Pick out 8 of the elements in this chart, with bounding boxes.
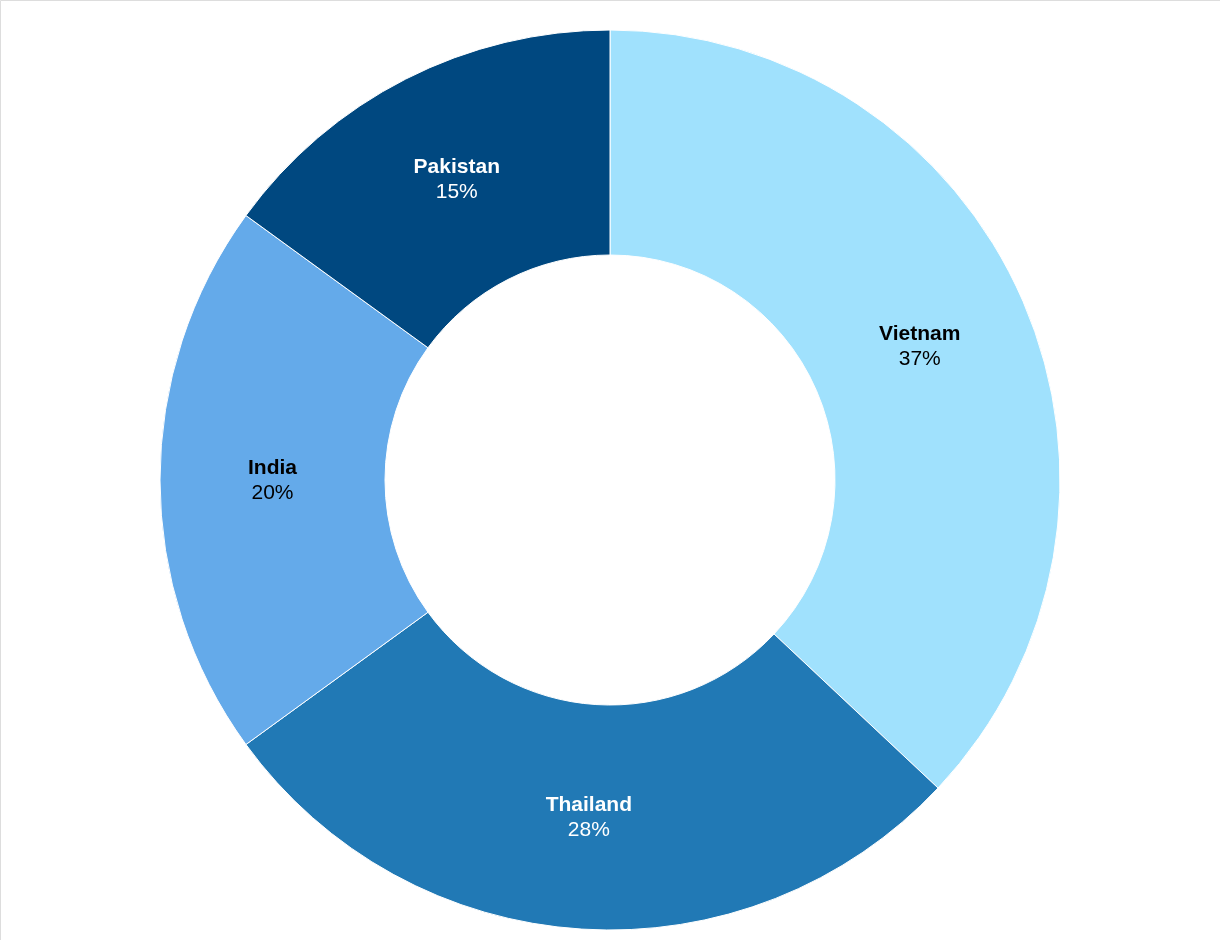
data-label: 20%: [251, 480, 294, 503]
data-label: 37%: [898, 345, 941, 369]
slice-label: India: [247, 455, 298, 478]
data-label: 28%: [567, 816, 610, 840]
slice-label: Vietnam: [879, 320, 961, 344]
slice-label: Thailand: [545, 791, 632, 815]
slice-label: Pakistan: [413, 154, 500, 178]
data-label: 15%: [435, 179, 478, 203]
